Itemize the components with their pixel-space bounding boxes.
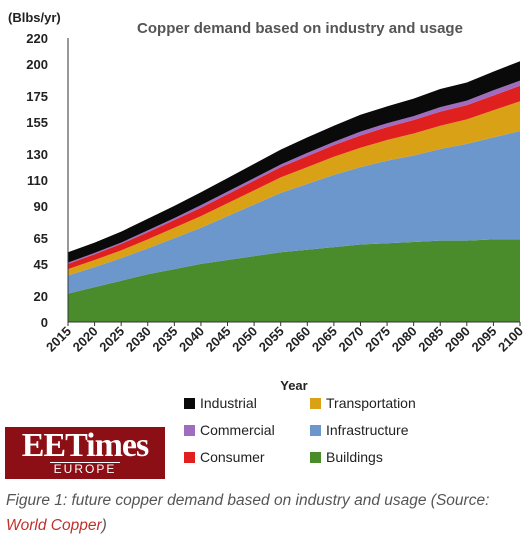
y-tick-label: 155 bbox=[26, 115, 48, 130]
area-transportation bbox=[68, 101, 520, 276]
legend-item-commercial: Commercial bbox=[184, 422, 275, 438]
chart: (Blbs/yr) Copper demand based on industr… bbox=[8, 10, 526, 393]
area-consumer bbox=[68, 85, 520, 270]
x-tick-label: 2065 bbox=[309, 324, 340, 355]
legend-swatch bbox=[184, 397, 195, 409]
legend-item-transportation: Transportation bbox=[310, 395, 416, 411]
y-tick-label: 20 bbox=[34, 289, 48, 304]
logo-wordmark: EETimes bbox=[21, 427, 150, 464]
y-tick-label: 110 bbox=[27, 173, 48, 188]
y-tick-label: 0 bbox=[41, 315, 48, 330]
area-layers bbox=[68, 61, 520, 322]
x-tick-label: 2075 bbox=[362, 324, 393, 355]
y-tick-label: 200 bbox=[26, 57, 48, 72]
eetimes-logo: EETimes EUROPE bbox=[5, 427, 165, 479]
x-tick-label: 2095 bbox=[468, 324, 499, 355]
x-tick-label: 2030 bbox=[123, 324, 154, 355]
y-tick-label: 45 bbox=[34, 257, 48, 272]
area-infrastructure bbox=[68, 130, 520, 294]
legend-swatch bbox=[310, 451, 321, 463]
legend-label: Transportation bbox=[326, 395, 416, 411]
legend-item-buildings: Buildings bbox=[310, 449, 383, 465]
x-tick-label: 2035 bbox=[149, 324, 180, 355]
x-tick-label: 2080 bbox=[389, 324, 420, 355]
x-tick-label: 2055 bbox=[256, 324, 287, 355]
x-tick-label: 2090 bbox=[442, 324, 473, 355]
legend-label: Commercial bbox=[200, 422, 275, 438]
x-tick-label: 2020 bbox=[70, 324, 101, 355]
caption-close: ) bbox=[101, 517, 107, 534]
logo-subtitle: EUROPE bbox=[49, 462, 121, 476]
legend-label: Consumer bbox=[200, 449, 265, 465]
legend-item-industrial: Industrial bbox=[184, 395, 257, 411]
legend-label: Buildings bbox=[326, 449, 383, 465]
legend-item-consumer: Consumer bbox=[184, 449, 265, 465]
x-tick-label: 2025 bbox=[96, 324, 127, 355]
y-axis-unit-label: (Blbs/yr) bbox=[8, 10, 61, 25]
area-industrial bbox=[68, 61, 520, 263]
caption-source-link[interactable]: World Copper bbox=[6, 517, 102, 534]
area-buildings bbox=[68, 239, 520, 322]
x-tick-label: 2050 bbox=[229, 324, 260, 355]
legend-swatch bbox=[184, 451, 195, 463]
x-tick-label: 2040 bbox=[176, 324, 207, 355]
area-commercial bbox=[68, 80, 520, 264]
x-tick-label: 2045 bbox=[203, 324, 234, 355]
y-tick-label: 90 bbox=[34, 199, 48, 214]
y-tick-label: 175 bbox=[26, 89, 48, 104]
y-tick-label: 130 bbox=[26, 147, 48, 162]
legend-swatch bbox=[310, 397, 321, 409]
x-tick-label: 2100 bbox=[495, 324, 526, 355]
caption-text: Figure 1: future copper demand based on … bbox=[6, 492, 490, 509]
legend-item-infrastructure: Infrastructure bbox=[310, 422, 408, 438]
chart-title: Copper demand based on industry and usag… bbox=[137, 20, 463, 37]
y-tick-label: 65 bbox=[34, 231, 48, 246]
figure-caption: Figure 1: future copper demand based on … bbox=[6, 488, 526, 538]
legend-swatch bbox=[184, 424, 195, 436]
legend-label: Infrastructure bbox=[326, 422, 409, 438]
y-tick-label: 220 bbox=[26, 31, 48, 46]
x-axis-title: Year bbox=[280, 378, 307, 393]
legend: Industrial Transportation Commercial Infras… bbox=[180, 395, 510, 475]
x-tick-label: 2070 bbox=[336, 324, 367, 355]
x-tick-label: 2085 bbox=[415, 324, 446, 355]
x-tick-label: 2060 bbox=[282, 324, 313, 355]
legend-swatch bbox=[310, 424, 321, 436]
legend-label: Industrial bbox=[200, 395, 257, 411]
